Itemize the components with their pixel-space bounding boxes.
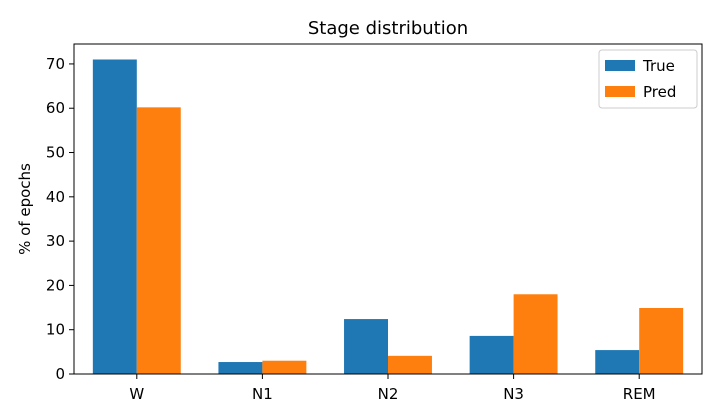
- y-tick-label: 70: [46, 55, 65, 73]
- y-tick-label: 10: [46, 321, 65, 339]
- bar-true-n1: [218, 362, 263, 374]
- legend-label-true: True: [642, 57, 675, 75]
- chart-title: Stage distribution: [308, 18, 468, 39]
- y-axis-label: % of epochs: [16, 163, 34, 255]
- bar-pred-n1: [262, 360, 307, 374]
- bar-pred-w: [136, 107, 181, 374]
- bar-true-rem: [595, 350, 640, 374]
- legend: True Pred: [598, 49, 698, 109]
- bar-true-w: [92, 59, 137, 374]
- x-tick-label: N1: [252, 385, 273, 403]
- y-tick-label: 30: [46, 232, 65, 250]
- x-tick-label: N3: [503, 385, 524, 403]
- y-tick-label: 50: [46, 144, 65, 162]
- legend-swatch-true: [605, 60, 635, 71]
- bar-true-n3: [469, 335, 514, 374]
- legend-swatch-pred: [605, 86, 635, 97]
- x-axis: W N1 N2 N3 REM: [129, 374, 656, 403]
- x-tick-label: REM: [623, 385, 656, 403]
- bars-layer: [92, 59, 684, 374]
- bar-pred-rem: [639, 308, 684, 374]
- x-tick-label: W: [129, 385, 144, 403]
- bar-true-n2: [344, 319, 388, 374]
- y-tick-label: 40: [46, 188, 65, 206]
- y-axis: 0 10 20 30 40 50 60 70: [46, 55, 74, 383]
- y-tick-label: 20: [46, 276, 65, 294]
- bar-pred-n3: [513, 294, 558, 374]
- legend-label-pred: Pred: [643, 83, 676, 101]
- y-tick-label: 0: [55, 365, 65, 383]
- y-tick-label: 60: [46, 99, 65, 117]
- x-tick-label: N2: [378, 385, 399, 403]
- bar-pred-n2: [388, 355, 432, 374]
